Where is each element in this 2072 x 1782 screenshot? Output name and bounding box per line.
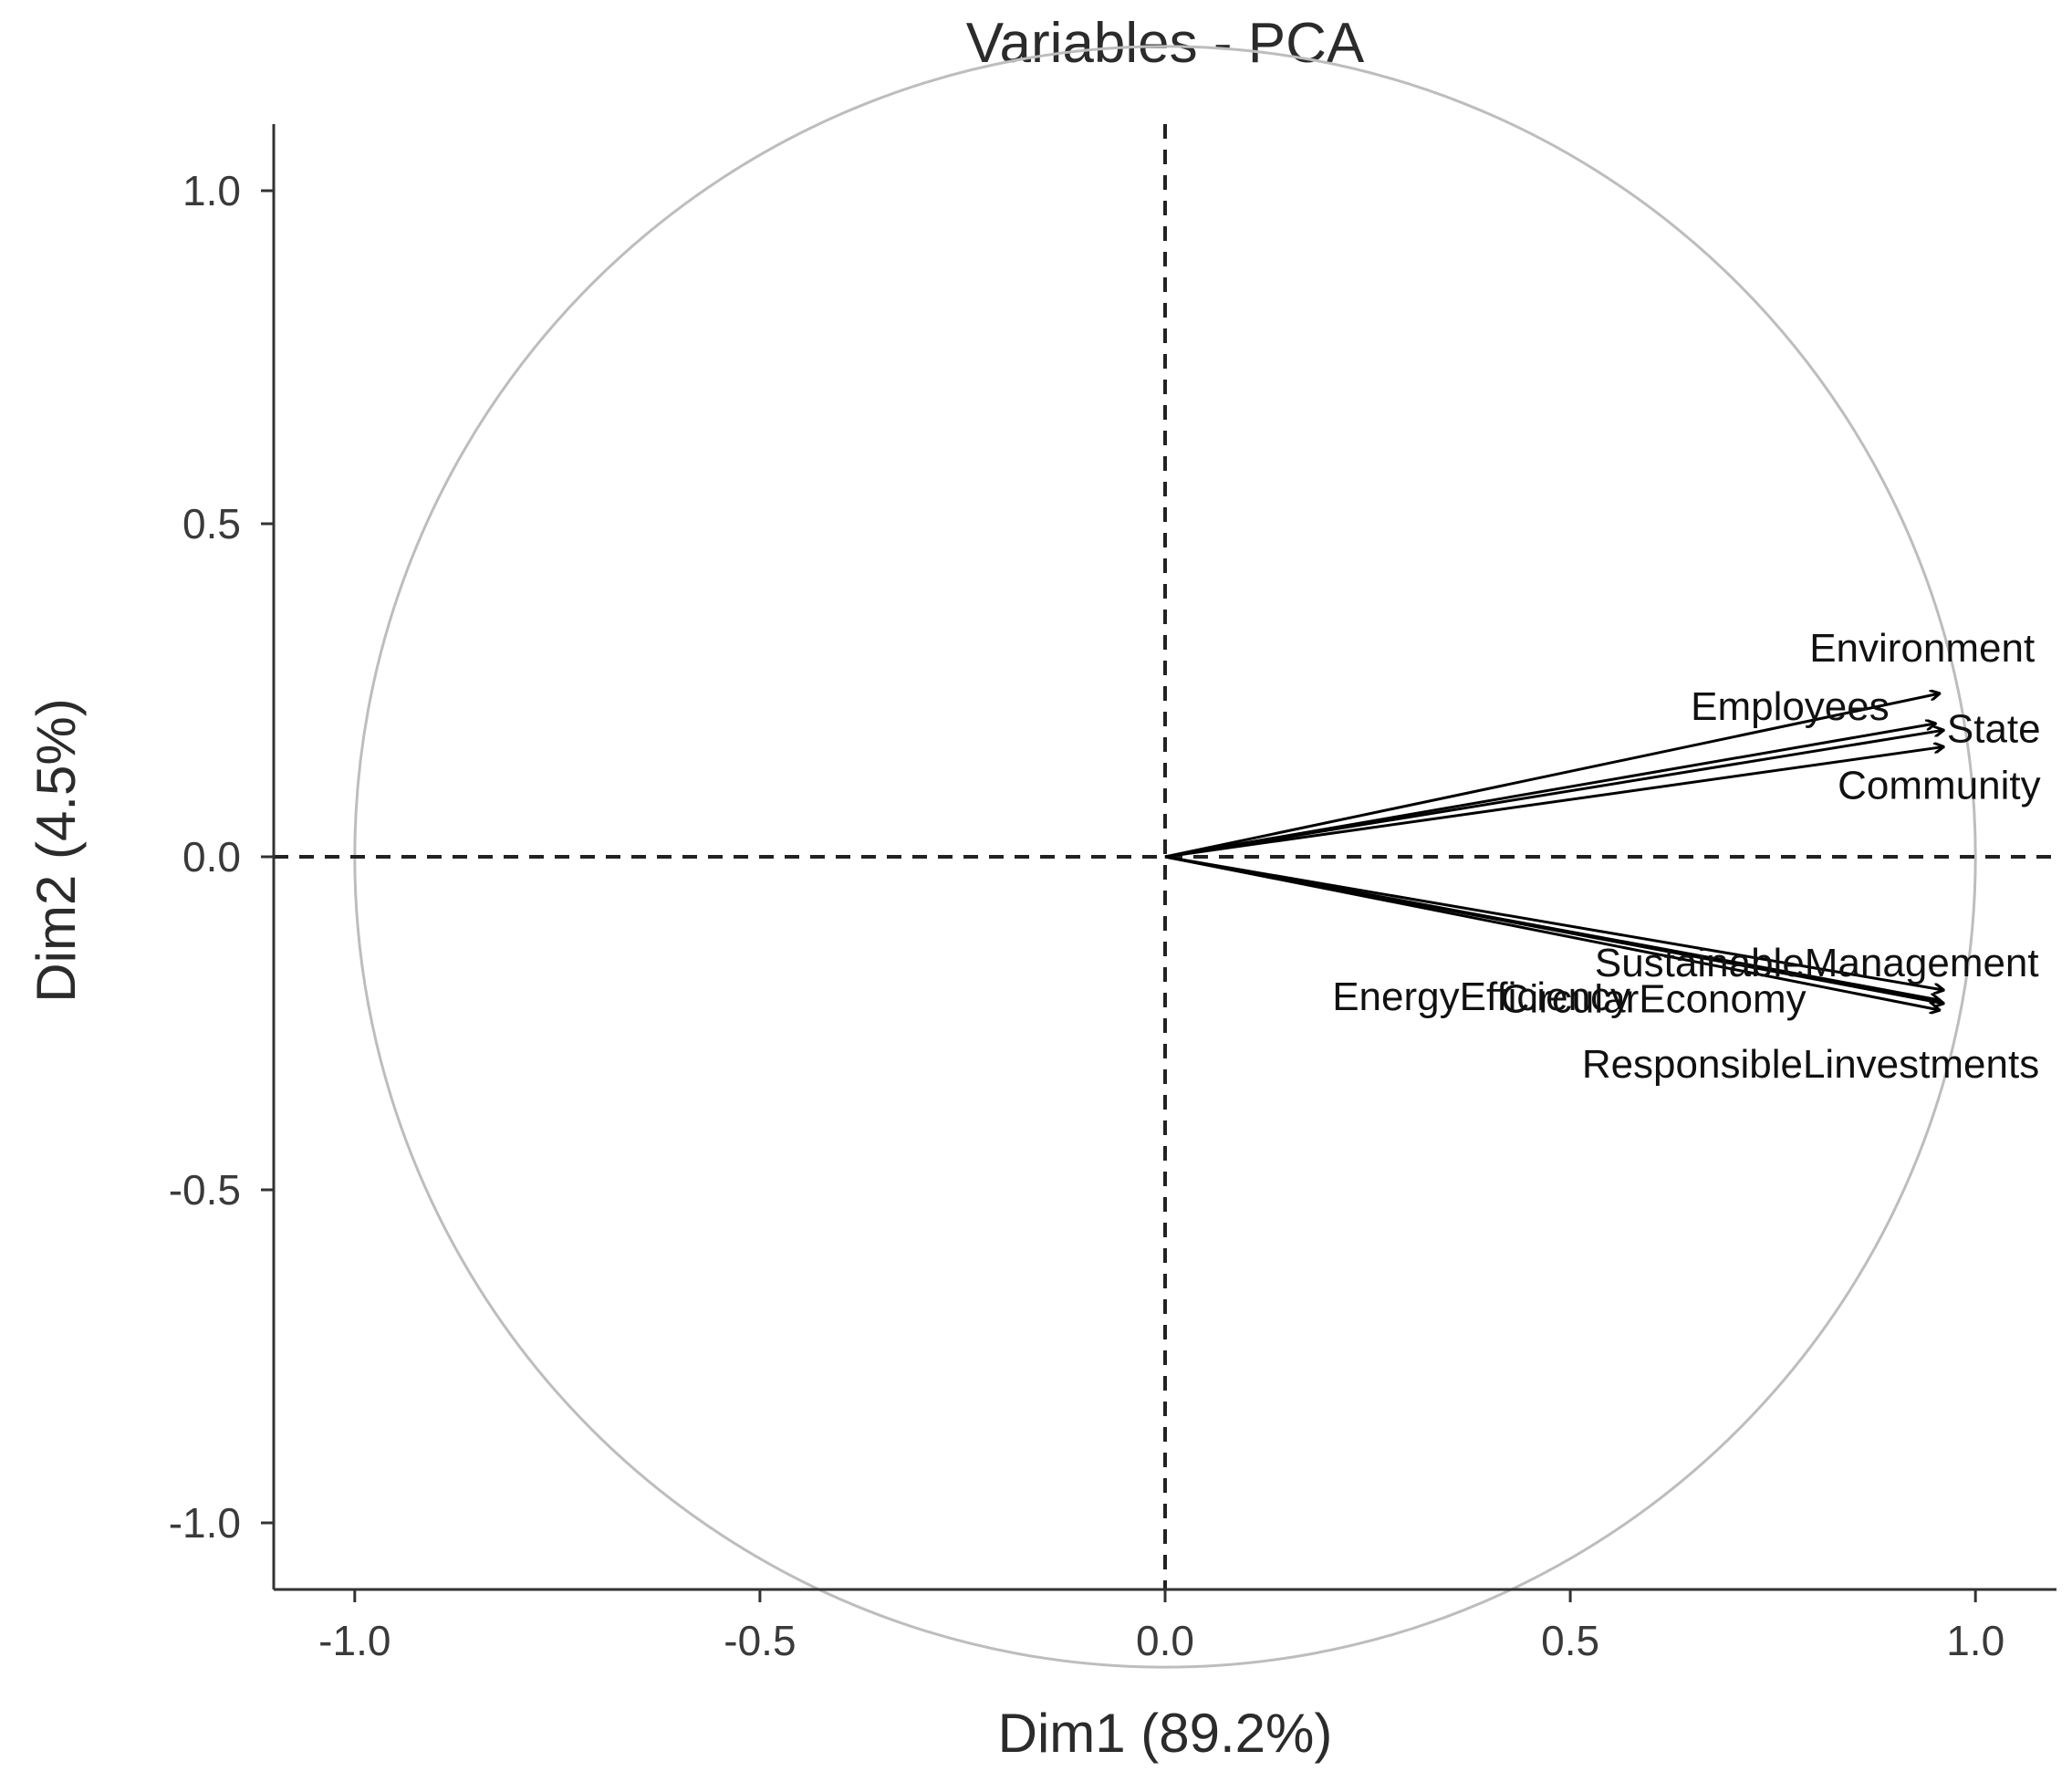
y-tick-label: 1.0 [182,167,241,214]
variable-label: Environment [1809,626,2035,671]
variable-labels: Environment Employees State Community Sustai… [1332,626,2040,1087]
y-axis-ticks: 1.0 0.5 0.0 -0.5 -1.0 [169,167,274,1547]
x-tick-label: -1.0 [318,1617,390,1664]
variable-arrow [1164,693,1939,859]
y-tick-label: 0.5 [182,500,241,547]
x-tick-label: 1.0 [1946,1617,2004,1664]
variable-arrow [1164,730,1943,859]
plot-area: Environment Employees State Community Sustai… [274,45,2056,1669]
y-tick-label: -0.5 [169,1166,241,1214]
variable-arrow [1164,747,1943,859]
x-axis-title: Dim1 (89.2%) [998,1703,1333,1764]
x-tick-label: -0.5 [724,1617,796,1664]
x-tick-label: 0.5 [1541,1617,1599,1664]
y-tick-label: -1.0 [169,1499,241,1547]
variable-label: State [1947,706,2041,751]
y-tick-label: 0.0 [182,833,241,881]
variable-label: EnergyEfficiency [1332,974,1630,1019]
chart-title: Variables - PCA [966,12,1365,75]
variable-label: Employees [1691,684,1890,729]
variable-label: ResponsibleLinvestments [1582,1042,2039,1087]
x-axis-ticks: -1.0 -0.5 0.0 0.5 1.0 [318,1589,2004,1664]
x-tick-label: 0.0 [1136,1617,1194,1664]
variable-label: Community [1838,764,2041,808]
variable-label: SustainableManagement [1595,941,2039,985]
variable-arrow [1164,855,1943,990]
variable-arrow [1164,855,1939,1010]
variable-arrows [1164,693,1943,1010]
y-axis-title: Dim2 (4.5%) [26,698,87,1002]
variable-label: CircularEconomy [1501,977,1806,1022]
